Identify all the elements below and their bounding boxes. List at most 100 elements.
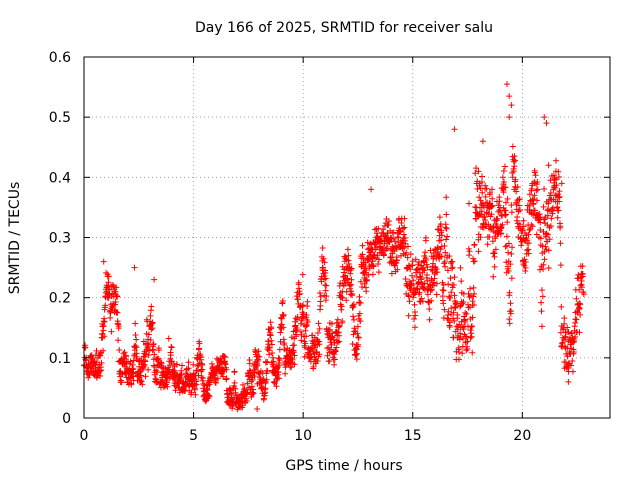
data-point	[463, 311, 470, 318]
data-point	[368, 245, 375, 252]
data-point	[199, 366, 206, 373]
data-point	[419, 298, 426, 305]
data-point	[440, 287, 447, 294]
data-point	[479, 173, 486, 180]
data-point	[511, 153, 518, 160]
data-point	[477, 204, 484, 211]
data-point	[414, 286, 421, 293]
data-point	[470, 301, 477, 308]
data-point	[132, 342, 139, 349]
data-point	[314, 357, 321, 364]
data-point	[191, 385, 198, 392]
data-point	[268, 324, 275, 331]
data-point	[248, 383, 255, 390]
data-point	[365, 256, 372, 263]
data-point	[570, 349, 577, 356]
data-point	[98, 367, 105, 374]
data-point	[250, 390, 257, 397]
data-point	[557, 262, 564, 269]
data-point	[264, 368, 271, 375]
data-point	[404, 243, 411, 250]
data-point	[577, 282, 584, 289]
data-point	[254, 405, 261, 412]
data-point	[449, 258, 456, 265]
x-tick-label: 10	[294, 428, 312, 444]
data-point	[370, 262, 377, 269]
data-point	[118, 379, 125, 386]
data-point	[544, 231, 551, 238]
data-point	[319, 245, 326, 252]
data-point	[99, 323, 106, 330]
data-point	[422, 249, 429, 256]
data-point	[499, 212, 506, 219]
data-point	[151, 351, 158, 358]
data-point	[281, 340, 288, 347]
data-point	[269, 354, 276, 361]
data-point	[276, 357, 283, 364]
y-axis-label: SRMTID / TECUs	[7, 182, 23, 295]
data-point	[239, 402, 246, 409]
data-point	[308, 345, 315, 352]
data-point	[280, 336, 287, 343]
data-point	[220, 373, 227, 380]
data-point	[557, 223, 564, 230]
data-point	[531, 192, 538, 199]
data-point	[443, 236, 450, 243]
data-point	[317, 298, 324, 305]
data-point	[231, 379, 238, 386]
data-point	[304, 298, 311, 305]
data-point	[276, 375, 283, 382]
data-point	[573, 295, 580, 302]
data-point	[576, 286, 583, 293]
data-point	[405, 312, 412, 319]
data-point	[552, 192, 559, 199]
data-point	[497, 208, 504, 215]
data-point	[375, 269, 382, 276]
data-point	[280, 312, 287, 319]
data-point	[481, 203, 488, 210]
data-point	[268, 341, 275, 348]
data-point	[112, 299, 119, 306]
data-point	[194, 356, 201, 363]
data-point	[443, 211, 450, 218]
data-point	[178, 367, 185, 374]
data-point	[315, 320, 322, 327]
data-point	[299, 271, 306, 278]
data-point	[407, 251, 414, 258]
data-point	[303, 311, 310, 318]
data-point	[538, 323, 545, 330]
data-point	[403, 249, 410, 256]
data-point	[542, 243, 549, 250]
x-tick-label: 5	[189, 428, 198, 444]
data-point	[335, 338, 342, 345]
data-point	[280, 313, 287, 320]
data-point	[469, 298, 476, 305]
data-point	[350, 301, 357, 308]
data-point	[551, 175, 558, 182]
data-point	[303, 322, 310, 329]
data-point	[155, 345, 162, 352]
data-point	[428, 286, 435, 293]
data-point	[500, 168, 507, 175]
data-point	[173, 361, 180, 368]
data-point	[464, 346, 471, 353]
data-point	[197, 356, 204, 363]
data-point	[360, 255, 367, 262]
data-point	[381, 222, 388, 229]
data-point	[450, 309, 457, 316]
data-point	[512, 176, 519, 183]
data-point	[159, 376, 166, 383]
data-point	[371, 251, 378, 258]
data-point	[449, 264, 456, 271]
data-point	[100, 347, 107, 354]
data-point	[168, 343, 175, 350]
data-point	[446, 253, 453, 260]
data-point	[190, 361, 197, 368]
data-point	[115, 325, 122, 332]
data-point	[499, 221, 506, 228]
data-point	[520, 217, 527, 224]
data-point	[543, 246, 550, 253]
data-point	[244, 389, 251, 396]
data-point	[474, 185, 481, 192]
